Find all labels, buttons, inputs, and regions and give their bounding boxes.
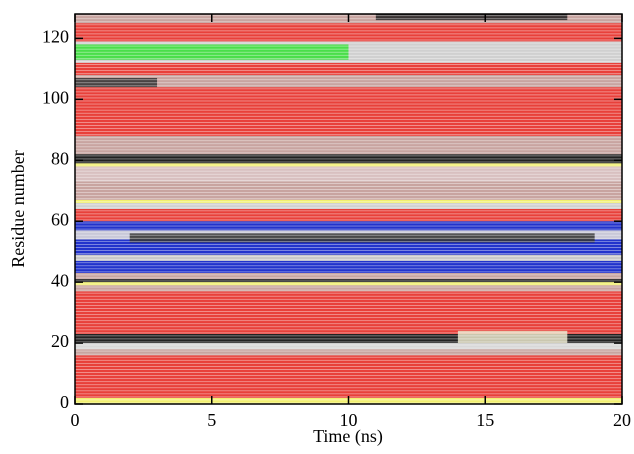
y-tick-label: 60 xyxy=(51,209,69,229)
y-tick-label: 20 xyxy=(51,331,69,351)
x-tick-label: 20 xyxy=(613,410,631,430)
x-tick-label: 15 xyxy=(476,410,494,430)
x-tick-label: 10 xyxy=(340,410,358,430)
y-tick-label: 40 xyxy=(51,270,69,290)
plot-area xyxy=(75,14,622,404)
residue-stripes xyxy=(75,14,622,404)
y-tick-label: 0 xyxy=(60,392,69,412)
x-axis-label: Time (ns) xyxy=(313,426,383,447)
y-axis-label: Residue number xyxy=(8,150,28,267)
x-tick-label: 5 xyxy=(207,410,216,430)
y-tick-label: 120 xyxy=(42,27,69,47)
x-tick-label: 0 xyxy=(71,410,80,430)
y-tick-label: 80 xyxy=(51,148,69,168)
y-tick-label: 100 xyxy=(42,87,69,107)
